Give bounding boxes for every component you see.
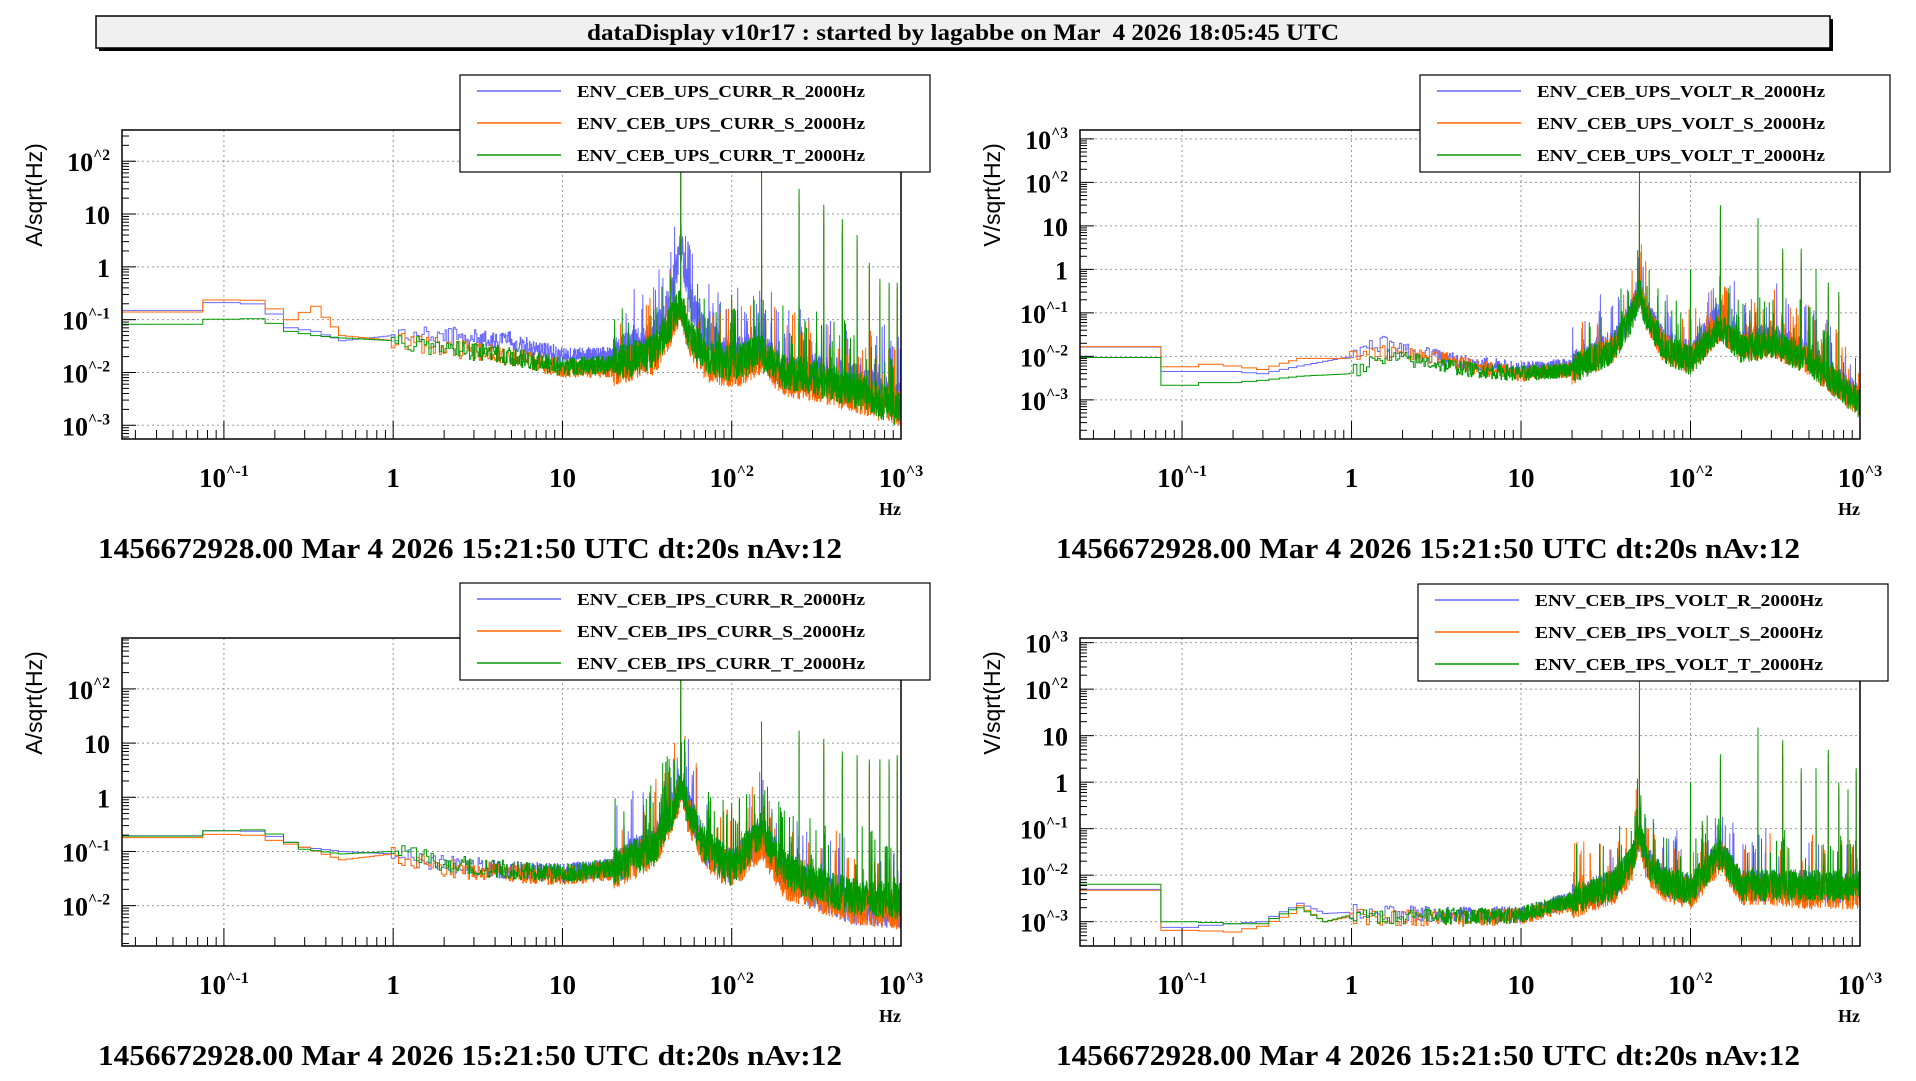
x-tick-label: 10^2	[709, 969, 754, 1000]
legend-entry: ENV_CEB_UPS_CURR_T_2000Hz	[577, 146, 865, 165]
x-tick-label: 1	[386, 463, 400, 493]
spectrum-panel-1: 10^-1 1 10 10^2 10^3 10^-3 10^-2 10^-1 1 10 10^2 Hz…	[21, 74, 931, 565]
y-tick-label: 10^-1	[62, 306, 110, 336]
legend-entry: ENV_CEB_UPS_VOLT_R_2000Hz	[1537, 82, 1825, 101]
legend-entry: ENV_CEB_IPS_VOLT_T_2000Hz	[1535, 655, 1824, 674]
y-axis-label: V/sqrt(Hz)	[979, 143, 1005, 247]
x-tick-label: 1	[1345, 970, 1359, 1000]
x-tick-label: 10^3	[1838, 969, 1883, 1000]
x-tick-label: 10	[1508, 970, 1535, 1000]
y-tick-label: 10^3	[1025, 629, 1068, 659]
x-tick-label: 10^-1	[1157, 462, 1207, 493]
y-tick-label: 10	[1042, 723, 1068, 752]
y-tick-label: 10^-3	[1020, 908, 1068, 938]
legend: ENV_CEB_UPS_CURR_R_2000Hz ENV_CEB_UPS_CUR…	[459, 74, 931, 173]
y-tick-label: 10^-1	[1020, 299, 1068, 329]
x-tick-label: 10^-1	[199, 462, 249, 493]
series-line-env-ceb-ips-volt-t-2000hz	[1080, 649, 1860, 925]
series-line-env-ceb-ups-volt-t-2000hz	[1080, 148, 1860, 418]
y-axis-label: A/sqrt(Hz)	[21, 651, 47, 755]
title-banner: dataDisplay v10r17 : started by lagabbe …	[95, 15, 1833, 51]
title-banner-box	[95, 15, 1831, 49]
legend-entry: ENV_CEB_UPS_CURR_S_2000Hz	[577, 114, 866, 133]
legend-entry: ENV_CEB_IPS_VOLT_S_2000Hz	[1535, 623, 1824, 642]
series-line-env-ceb-ups-curr-t-2000hz	[122, 130, 901, 426]
plot-frame	[121, 637, 902, 947]
legend: ENV_CEB_IPS_CURR_R_2000Hz ENV_CEB_IPS_CUR…	[459, 582, 931, 681]
x-tick-label: 1	[1345, 463, 1359, 493]
y-axis-label: V/sqrt(Hz)	[979, 651, 1005, 755]
y-axis-label: A/sqrt(Hz)	[21, 143, 47, 247]
x-tick-label: 1	[386, 970, 400, 1000]
x-axis-label: Hz	[879, 1006, 901, 1026]
legend-entry: ENV_CEB_IPS_VOLT_R_2000Hz	[1535, 591, 1824, 610]
title-text: dataDisplay v10r17 : started by lagabbe …	[587, 20, 1339, 45]
legend-entry: ENV_CEB_IPS_CURR_T_2000Hz	[577, 654, 865, 673]
spectrum-panel-4: 10^-1 1 10 10^2 10^3 10^-3 10^-2 10^-1 1 10 10^2 10…	[979, 583, 1889, 1072]
x-tick-label: 10^-1	[1157, 969, 1207, 1000]
legend-entry: ENV_CEB_IPS_CURR_S_2000Hz	[577, 622, 866, 641]
y-tick-label: 10^-1	[62, 837, 110, 867]
series-group	[1080, 649, 1860, 933]
timestamp-footer: 1456672928.00 Mar 4 2026 15:21:50 UTC dt…	[1056, 1041, 1800, 1072]
y-tick-label: 10	[84, 201, 110, 230]
y-tick-label: 1	[97, 254, 110, 283]
y-tick-label: 10^-2	[1020, 342, 1068, 372]
x-tick-label: 10^2	[1668, 969, 1713, 1000]
y-tick-label: 10^2	[67, 147, 110, 177]
x-tick-label: 10^-1	[199, 969, 249, 1000]
legend-entry: ENV_CEB_UPS_VOLT_T_2000Hz	[1537, 146, 1825, 165]
x-tick-label: 10	[549, 970, 576, 1000]
legend-entry: ENV_CEB_UPS_CURR_R_2000Hz	[577, 82, 865, 101]
series-line-env-ceb-ips-curr-s-2000hz	[122, 656, 901, 930]
x-tick-label: 10	[1508, 463, 1535, 493]
series-line-env-ceb-ips-curr-t-2000hz	[122, 650, 901, 920]
y-tick-label: 10^3	[1025, 125, 1068, 155]
y-tick-label: 10^-2	[1020, 861, 1068, 891]
x-axis-label: Hz	[1838, 499, 1860, 519]
x-axis-label: Hz	[879, 499, 901, 519]
x-tick-label: 10^3	[879, 969, 924, 1000]
y-tick-label: 10^2	[1025, 168, 1068, 198]
y-tick-label: 10^-3	[1020, 386, 1068, 416]
spectrum-panel-3: 10^-1 1 10 10^2 10^3 10^-2 10^-1 1 10 10^2 Hz A/sqr…	[21, 582, 931, 1072]
x-tick-label: 10^2	[709, 462, 754, 493]
y-tick-label: 10^-2	[62, 358, 110, 388]
x-tick-label: 10^3	[1838, 462, 1883, 493]
timestamp-footer: 1456672928.00 Mar 4 2026 15:21:50 UTC dt…	[98, 534, 842, 565]
spectrum-panel-2: 10^-1 1 10 10^2 10^3 10^-3 10^-2 10^-1 1 10 10^2 10…	[979, 74, 1891, 565]
x-axis-label: Hz	[1838, 1006, 1860, 1026]
y-tick-label: 10^2	[1025, 675, 1068, 705]
plot-frame	[1079, 129, 1861, 440]
y-tick-label: 10	[1042, 213, 1068, 242]
timestamp-footer: 1456672928.00 Mar 4 2026 15:21:50 UTC dt…	[98, 1041, 842, 1072]
x-tick-label: 10	[549, 463, 576, 493]
legend: ENV_CEB_IPS_VOLT_R_2000Hz ENV_CEB_IPS_VOL…	[1417, 583, 1889, 682]
y-tick-label: 10	[84, 730, 110, 759]
y-tick-label: 10^-1	[1020, 815, 1068, 845]
y-tick-label: 10^-2	[62, 892, 110, 922]
y-tick-label: 1	[1055, 256, 1068, 285]
legend-entry: ENV_CEB_IPS_CURR_R_2000Hz	[577, 590, 865, 609]
series-group	[122, 650, 901, 930]
series-line-env-ceb-ups-volt-s-2000hz	[1080, 152, 1860, 416]
y-tick-label: 10^-3	[62, 411, 110, 441]
timestamp-footer: 1456672928.00 Mar 4 2026 15:21:50 UTC dt…	[1056, 534, 1800, 565]
x-tick-label: 10^2	[1668, 462, 1713, 493]
y-tick-label: 1	[1055, 769, 1068, 798]
series-group	[122, 130, 901, 426]
legend: ENV_CEB_UPS_VOLT_R_2000Hz ENV_CEB_UPS_VOL…	[1419, 74, 1891, 173]
y-tick-label: 1	[97, 784, 110, 813]
legend-entry: ENV_CEB_UPS_VOLT_S_2000Hz	[1537, 114, 1826, 133]
x-tick-label: 10^3	[879, 462, 924, 493]
series-group	[1080, 148, 1860, 418]
y-tick-label: 10^2	[67, 675, 110, 705]
